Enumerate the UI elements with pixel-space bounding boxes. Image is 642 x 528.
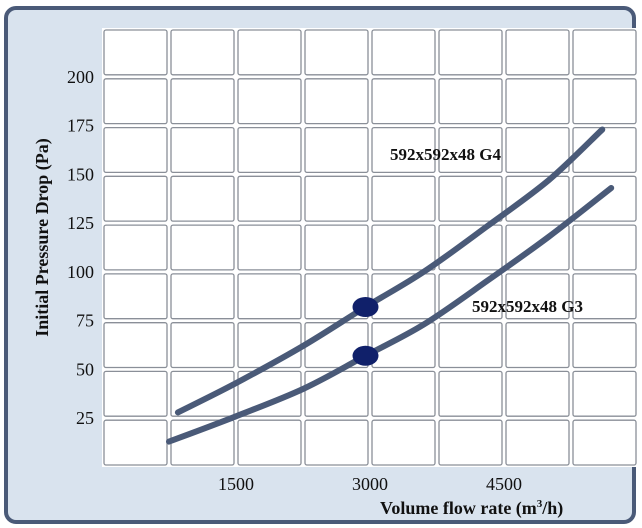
- grid-cell: [505, 29, 570, 76]
- grid-cell: [438, 126, 503, 174]
- grid-cell: [170, 29, 235, 76]
- grid-cell: [304, 224, 369, 271]
- grid-cell: [371, 322, 436, 369]
- grid-cell: [572, 224, 637, 271]
- grid-cell: [572, 78, 637, 125]
- y-tick-label: 75: [76, 311, 94, 331]
- x-tick-label: 1500: [218, 474, 254, 494]
- x-tick-label: 3000: [352, 474, 388, 494]
- grid-cell: [505, 273, 570, 320]
- grid-cell: [505, 419, 570, 466]
- grid-cell: [237, 29, 302, 76]
- grid-cell: [170, 273, 235, 320]
- grid-cell: [572, 29, 637, 76]
- grid-cell: [371, 78, 436, 125]
- y-tick-label: 150: [67, 164, 94, 184]
- x-axis-title-text: Volume flow rate (m: [380, 498, 537, 519]
- grid-cell: [572, 175, 637, 222]
- x-axis-title-sup: 3: [537, 498, 543, 510]
- grid-cell: [237, 322, 302, 369]
- grid-cell: [505, 370, 570, 417]
- grid-cell: [572, 322, 637, 369]
- grid-cell: [237, 126, 302, 174]
- grid-cell: [304, 419, 369, 466]
- grid-cell: [103, 322, 168, 369]
- grid-cell: [438, 370, 503, 417]
- y-tick-label: 125: [67, 213, 94, 233]
- grid-cell: [170, 78, 235, 125]
- tick-layer: 25 50 75 100 125 150 175 200 1500 3000 4500: [67, 67, 522, 494]
- grid-cell: [438, 224, 503, 271]
- grid-cell: [371, 224, 436, 271]
- x-tick-label: 4500: [486, 474, 522, 494]
- grid-cell: [371, 126, 436, 174]
- grid-cell: [505, 126, 570, 174]
- grid-cell: [237, 419, 302, 466]
- grid-cell: [170, 224, 235, 271]
- grid-cell: [170, 126, 235, 174]
- series-label-g4: 592x592x48 G4: [390, 145, 501, 164]
- grid-cell: [237, 78, 302, 125]
- y-tick-label: 175: [67, 116, 94, 136]
- y-tick-label: 200: [67, 67, 94, 87]
- y-tick-label: 25: [76, 408, 94, 428]
- series-line-g4: [174, 126, 606, 416]
- grid-cell: [505, 78, 570, 125]
- grid-cell: [237, 224, 302, 271]
- grid-cell: [103, 370, 168, 417]
- grid-cell: [103, 175, 168, 222]
- grid-cell: [371, 175, 436, 222]
- grid-cell: [505, 322, 570, 369]
- grid-cell: [438, 419, 503, 466]
- grid-cell: [438, 78, 503, 125]
- grid-cell: [438, 175, 503, 222]
- grid-cell: [237, 370, 302, 417]
- grid: [103, 29, 637, 466]
- grid-cell: [572, 370, 637, 417]
- series-line-g3: [166, 185, 615, 445]
- x-axis-title-end: /h): [541, 498, 563, 519]
- grid-cell: [572, 419, 637, 466]
- x-axis-title: Volume flow rate (m3/h): [380, 498, 563, 519]
- grid-cell: [237, 175, 302, 222]
- grid-cell: [170, 322, 235, 369]
- grid-cell: [170, 175, 235, 222]
- grid-cell: [304, 370, 369, 417]
- y-axis-title: Initial Pressure Drop (Pa): [32, 138, 53, 337]
- grid-cell: [103, 419, 168, 466]
- grid-cell: [103, 273, 168, 320]
- grid-cell: [572, 273, 637, 320]
- grid-cell: [371, 370, 436, 417]
- grid-cell: [304, 273, 369, 320]
- grid-cell: [371, 419, 436, 466]
- grid-cell: [103, 29, 168, 76]
- grid-cell: [103, 224, 168, 271]
- grid-cell: [304, 78, 369, 125]
- data-marker-2: [352, 345, 379, 366]
- y-tick-label: 100: [67, 262, 94, 282]
- series-layer: [166, 126, 615, 445]
- series-label-g3: 592x592x48 G3: [472, 297, 583, 316]
- grid-cell: [103, 78, 168, 125]
- grid-cell: [237, 273, 302, 320]
- grid-cell: [103, 126, 168, 174]
- grid-cell: [304, 29, 369, 76]
- grid-cell: [304, 126, 369, 174]
- data-marker-1: [352, 297, 379, 317]
- marker-layer: [352, 297, 379, 366]
- grid-cell: [304, 175, 369, 222]
- y-tick-label: 50: [76, 359, 94, 379]
- grid-cell: [438, 29, 503, 76]
- grid-cell: [371, 29, 436, 76]
- grid-cell: [438, 322, 503, 369]
- grid-cell: [371, 273, 436, 320]
- grid-cell: [505, 175, 570, 222]
